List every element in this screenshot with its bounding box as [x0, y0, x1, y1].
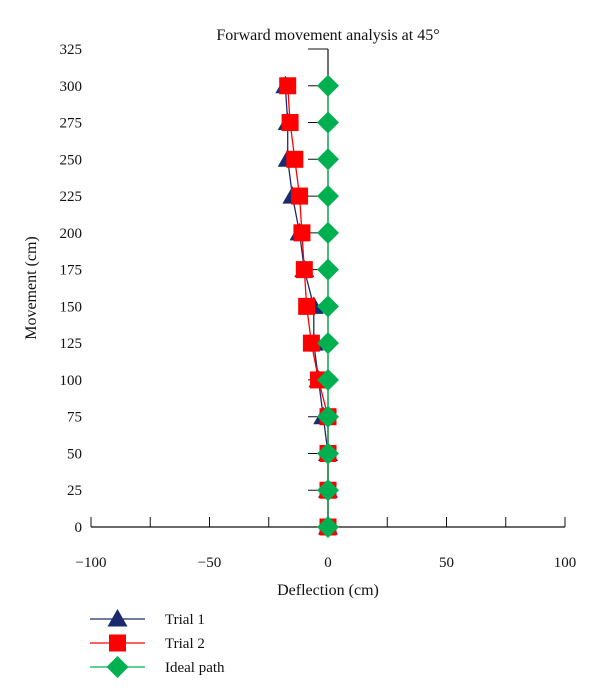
data-point	[279, 77, 297, 95]
data-point	[317, 148, 339, 171]
y-tick-label: 150	[60, 299, 83, 315]
data-point	[317, 332, 339, 355]
data-point	[317, 185, 339, 208]
data-point	[317, 479, 339, 502]
legend-label: Ideal path	[165, 660, 225, 676]
y-tick-label: 25	[67, 483, 82, 499]
legend-item: Trial 2	[90, 634, 205, 652]
x-tick-label: −50	[198, 555, 221, 571]
data-point	[317, 442, 339, 465]
data-point	[302, 334, 320, 352]
y-axis-title: Movement (cm)	[23, 236, 40, 340]
y-tick-label: 300	[60, 79, 83, 95]
legend-label: Trial 2	[165, 636, 205, 652]
data-point	[317, 295, 339, 318]
data-point	[295, 261, 313, 279]
legend-item: Ideal path	[90, 656, 225, 678]
y-tick-label: 125	[60, 336, 83, 352]
data-point	[286, 150, 304, 168]
y-tick-label: 250	[60, 152, 83, 168]
y-tick-label: 50	[67, 446, 82, 462]
series-layer	[275, 74, 339, 538]
y-tick-label: 100	[60, 373, 83, 389]
y-tick-label: 225	[60, 189, 83, 205]
x-tick-label: −100	[76, 555, 107, 571]
y-tick-label: 275	[60, 116, 83, 132]
legend-marker	[106, 656, 129, 678]
data-point	[317, 368, 339, 391]
legend-marker	[107, 609, 128, 627]
x-axis-title: Deflection (cm)	[277, 582, 379, 599]
data-point	[317, 111, 339, 134]
y-tick-label: 175	[60, 263, 83, 279]
data-point	[317, 258, 339, 281]
data-point	[317, 74, 339, 97]
x-tick-label: 0	[324, 555, 332, 571]
y-tick-label: 75	[67, 410, 82, 426]
x-tick-label: 50	[439, 555, 454, 571]
legend-marker	[109, 634, 126, 652]
data-point	[298, 297, 316, 315]
series-ideal-path	[317, 74, 339, 538]
y-tick-label: 200	[60, 226, 83, 242]
legend-label: Trial 1	[165, 612, 205, 628]
y-tick-label: 325	[60, 42, 83, 58]
legend-item: Trial 1	[90, 609, 205, 628]
data-point	[291, 187, 309, 205]
x-tick-label: 100	[554, 555, 577, 571]
chart-title: Forward movement analysis at 45°	[216, 27, 439, 44]
legend: Trial 1 Trial 2 Ideal path	[90, 609, 225, 678]
data-point	[317, 516, 339, 538]
data-point	[317, 221, 339, 244]
y-tick-label: 0	[75, 520, 83, 536]
data-point	[293, 224, 311, 242]
data-point	[281, 114, 299, 132]
data-point	[317, 405, 339, 428]
